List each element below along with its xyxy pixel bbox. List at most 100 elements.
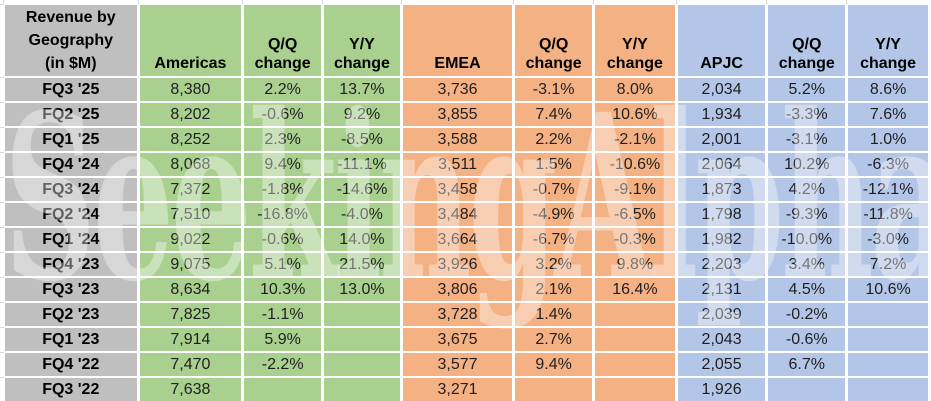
- emea-value: 3,588: [402, 128, 513, 151]
- apjc-qq-value: -3.1%: [768, 128, 846, 151]
- apjc-qq-value: -10.0%: [768, 228, 846, 251]
- apjc-yy-value: [848, 303, 928, 326]
- americas-yy-value: [324, 378, 400, 401]
- gridline-tick: [3, 0, 4, 4]
- emea-value: 3,855: [402, 103, 513, 126]
- americas-qq-value: [244, 378, 322, 401]
- table-row: FQ3 '23 8,634 10.3% 13.0% 3,806 2.1% 16.…: [5, 278, 928, 301]
- column-header-americas-yy: Y/Y change: [324, 5, 400, 76]
- table-row: FQ4 '22 7,470 -2.2% 3,577 9.4% 2,055 6.7…: [5, 353, 928, 376]
- americas-qq-value: -16.8%: [244, 203, 322, 226]
- gridline-tick: [138, 0, 139, 4]
- table-title-line1: Revenue by: [25, 9, 116, 26]
- apjc-qq-value: 4.5%: [768, 278, 846, 301]
- apjc-value: 1,934: [677, 103, 766, 126]
- americas-qq-value: 5.1%: [244, 253, 322, 276]
- apjc-value: 1,982: [677, 228, 766, 251]
- americas-qq-value: 5.9%: [244, 328, 322, 351]
- apjc-yy-value: -3.0%: [848, 228, 928, 251]
- americas-qq-value: -2.2%: [244, 353, 322, 376]
- apjc-yy-value: -11.8%: [848, 203, 928, 226]
- americas-value: 9,075: [139, 253, 242, 276]
- americas-qq-value: -0.6%: [244, 103, 322, 126]
- emea-qq-value: 2.1%: [515, 278, 593, 301]
- gridline-tick: [513, 0, 514, 4]
- emea-qq-value: 1.5%: [515, 153, 593, 176]
- apjc-qq-value: [768, 378, 846, 401]
- table-row: FQ4 '24 8,068 9.4% -11.1% 3,511 1.5% -10…: [5, 153, 928, 176]
- apjc-qq-value: -0.6%: [768, 328, 846, 351]
- gridline-tick: [676, 0, 677, 4]
- gridline-tick: [0, 4, 4, 5]
- emea-yy-value: -9.1%: [595, 178, 675, 201]
- americas-value: 7,470: [139, 353, 242, 376]
- americas-value: 7,510: [139, 203, 242, 226]
- gridline-tick: [0, 352, 4, 353]
- gridline-tick: [0, 302, 4, 303]
- table-body: FQ3 '25 8,380 2.2% 13.7% 3,736 -3.1% 8.0…: [5, 78, 928, 401]
- emea-qq-value: -0.7%: [515, 178, 593, 201]
- apjc-value: 2,039: [677, 303, 766, 326]
- apjc-yy-value: -6.3%: [848, 153, 928, 176]
- emea-qq-value: -4.9%: [515, 203, 593, 226]
- emea-qq-value: 2.7%: [515, 328, 593, 351]
- americas-yy-value: 13.0%: [324, 278, 400, 301]
- gridline-tick: [0, 102, 4, 103]
- americas-yy-value: -11.1%: [324, 153, 400, 176]
- gridline-tick: [846, 0, 847, 4]
- emea-qq-value: [515, 378, 593, 401]
- gridline-tick: [322, 0, 323, 4]
- column-header-apjc-qq: Q/Q change: [768, 5, 846, 76]
- americas-yy-value: [324, 353, 400, 376]
- apjc-value: 2,064: [677, 153, 766, 176]
- apjc-yy-value: 7.6%: [848, 103, 928, 126]
- column-header-emea-yy: Y/Y change: [595, 5, 675, 76]
- americas-value: 7,914: [139, 328, 242, 351]
- quarter-label: FQ3 '25: [5, 78, 137, 101]
- quarter-label: FQ4 '24: [5, 153, 137, 176]
- americas-yy-value: 14.0%: [324, 228, 400, 251]
- quarter-label: FQ1 '23: [5, 328, 137, 351]
- quarter-label: FQ3 '22: [5, 378, 137, 401]
- apjc-qq-value: -0.2%: [768, 303, 846, 326]
- apjc-value: 2,131: [677, 278, 766, 301]
- americas-value: 7,638: [139, 378, 242, 401]
- emea-yy-value: [595, 328, 675, 351]
- quarter-label: FQ1 '25: [5, 128, 137, 151]
- apjc-yy-value: 8.6%: [848, 78, 928, 101]
- quarter-label: FQ3 '23: [5, 278, 137, 301]
- emea-value: 3,806: [402, 278, 513, 301]
- gridline-tick: [766, 0, 767, 4]
- emea-qq-value: 2.2%: [515, 128, 593, 151]
- quarter-label: FQ2 '23: [5, 303, 137, 326]
- apjc-value: 2,043: [677, 328, 766, 351]
- americas-yy-value: 13.7%: [324, 78, 400, 101]
- apjc-qq-value: 3.4%: [768, 253, 846, 276]
- emea-value: 3,271: [402, 378, 513, 401]
- apjc-value: 2,055: [677, 353, 766, 376]
- table-title-line3: (in $M): [45, 55, 97, 72]
- americas-qq-value: -0.6%: [244, 228, 322, 251]
- apjc-qq-value: -3.3%: [768, 103, 846, 126]
- americas-qq-value: 2.3%: [244, 128, 322, 151]
- apjc-yy-value: [848, 328, 928, 351]
- emea-qq-value: -3.1%: [515, 78, 593, 101]
- emea-value: 3,511: [402, 153, 513, 176]
- americas-qq-value: -1.8%: [244, 178, 322, 201]
- revenue-table: Revenue by Geography (in $M) Americas Q/…: [2, 3, 931, 401]
- table-row: FQ3 '22 7,638 3,271 1,926: [5, 378, 928, 401]
- quarter-label: FQ2 '24: [5, 203, 137, 226]
- apjc-yy-value: 10.6%: [848, 278, 928, 301]
- apjc-yy-value: -12.1%: [848, 178, 928, 201]
- emea-qq-value: 9.4%: [515, 353, 593, 376]
- americas-value: 9,022: [139, 228, 242, 251]
- quarter-label: FQ4 '23: [5, 253, 137, 276]
- apjc-yy-value: 1.0%: [848, 128, 928, 151]
- quarter-label: FQ2 '25: [5, 103, 137, 126]
- americas-qq-value: 10.3%: [244, 278, 322, 301]
- americas-yy-value: [324, 303, 400, 326]
- gridline-tick: [0, 252, 4, 253]
- gridline-tick: [0, 152, 4, 153]
- americas-value: 7,825: [139, 303, 242, 326]
